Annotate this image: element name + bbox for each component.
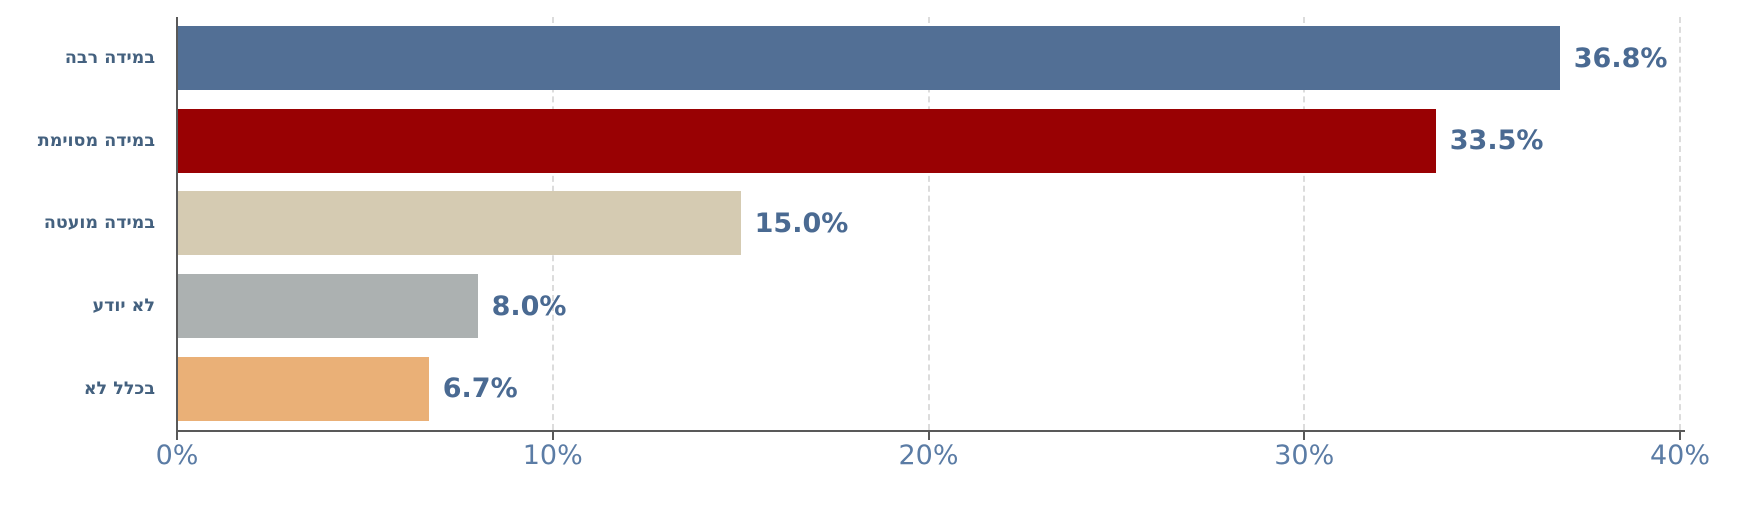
x-axis-line	[176, 430, 1685, 432]
bar-certain-extent	[177, 108, 1436, 173]
category-label: במידה מסוימת	[37, 130, 155, 151]
value-label: 33.5%	[1449, 125, 1544, 157]
gridline-20pct	[927, 17, 930, 430]
x-tick-label: 0%	[155, 440, 199, 471]
axis-tick-30	[1303, 432, 1306, 440]
value-label: 36.8%	[1573, 42, 1668, 74]
axis-tick-10	[551, 432, 554, 440]
value-label: 8.0%	[491, 290, 567, 322]
bar-large-extent	[177, 26, 1560, 91]
bar-dont-know	[177, 274, 478, 339]
value-label: 15.0%	[754, 207, 849, 239]
bar-row: בכלל לא 6.7%	[84, 347, 1680, 430]
bar-small-extent	[177, 191, 741, 256]
x-tick-label: 30%	[1274, 440, 1335, 471]
bar-row: במידה רבה 36.8%	[65, 17, 1680, 100]
axis-tick-40	[1679, 432, 1681, 440]
category-label: במידה מועטה	[43, 213, 155, 234]
category-label: בכלל לא	[83, 378, 155, 399]
bar-rows: במידה רבה 36.8% במידה מסוימת 33.5% במידה…	[38, 17, 1680, 430]
axis-tick-0	[176, 432, 178, 440]
y-axis-line	[176, 17, 178, 431]
x-tick-label: 10%	[522, 440, 583, 471]
gridline-40pct	[1679, 17, 1681, 430]
bar-row: במידה מועטה 15.0%	[44, 182, 1680, 265]
bar-row: לא יודע 8.0%	[92, 265, 1680, 348]
x-tick-label: 40%	[1649, 440, 1711, 471]
x-tick-label: 20%	[898, 440, 959, 471]
category-label: לא יודע	[92, 296, 155, 317]
gridline-30pct	[1303, 17, 1306, 430]
category-label: במידה רבה	[64, 48, 155, 69]
plot-area: במידה רבה 36.8% במידה מסוימת 33.5% במידה…	[38, 17, 1685, 440]
bar-row: במידה מסוימת 33.5%	[38, 100, 1680, 183]
axis-tick-20	[927, 432, 930, 440]
value-label: 6.7%	[442, 373, 518, 405]
bar-not-at-all	[177, 356, 429, 421]
